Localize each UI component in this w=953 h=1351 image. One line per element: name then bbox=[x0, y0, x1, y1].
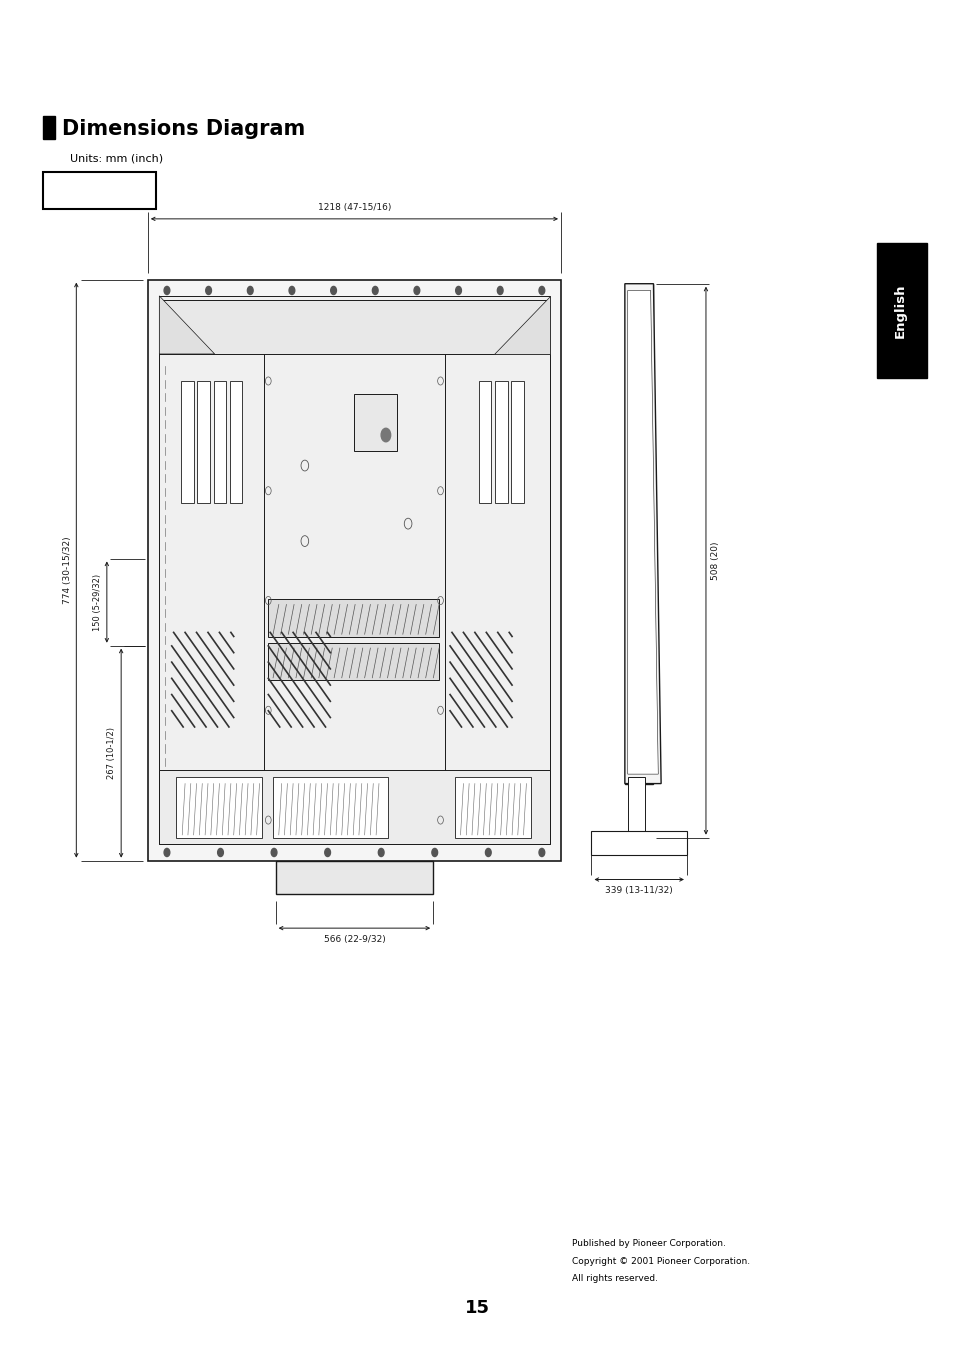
Circle shape bbox=[324, 848, 330, 857]
Text: 508 (20): 508 (20) bbox=[710, 542, 719, 580]
Bar bbox=[624, 284, 653, 784]
Bar bbox=[176, 777, 262, 838]
Circle shape bbox=[380, 428, 390, 442]
Circle shape bbox=[378, 848, 384, 857]
Text: 566 (22-9/32): 566 (22-9/32) bbox=[323, 935, 385, 944]
Circle shape bbox=[164, 286, 170, 295]
Circle shape bbox=[485, 848, 491, 857]
Circle shape bbox=[538, 848, 544, 857]
Bar bbox=[455, 777, 531, 838]
Bar bbox=[627, 300, 650, 770]
Bar bbox=[43, 172, 155, 209]
Text: 150 (5-29/32): 150 (5-29/32) bbox=[93, 574, 102, 631]
Bar bbox=[159, 770, 549, 844]
Text: 339 (13-11/32): 339 (13-11/32) bbox=[604, 886, 673, 896]
Bar bbox=[627, 777, 644, 838]
Bar bbox=[275, 861, 433, 894]
Circle shape bbox=[164, 848, 170, 857]
Bar bbox=[230, 381, 242, 503]
Bar bbox=[511, 381, 523, 503]
Text: Units: mm (inch): Units: mm (inch) bbox=[70, 154, 163, 163]
Circle shape bbox=[538, 286, 544, 295]
Text: 267 (10-1/2): 267 (10-1/2) bbox=[108, 727, 116, 780]
Text: Published by Pioneer Corporation.: Published by Pioneer Corporation. bbox=[572, 1239, 725, 1248]
Bar bbox=[268, 643, 438, 681]
Polygon shape bbox=[627, 290, 658, 774]
Circle shape bbox=[206, 286, 212, 295]
Bar bbox=[159, 300, 549, 354]
Circle shape bbox=[414, 286, 419, 295]
Circle shape bbox=[331, 286, 336, 295]
Bar bbox=[213, 381, 226, 503]
Bar bbox=[181, 381, 193, 503]
Text: Dimensions Diagram: Dimensions Diagram bbox=[62, 119, 305, 139]
Text: English: English bbox=[893, 284, 905, 338]
Polygon shape bbox=[494, 296, 549, 354]
Bar bbox=[197, 381, 210, 503]
Circle shape bbox=[247, 286, 253, 295]
Circle shape bbox=[217, 848, 223, 857]
Circle shape bbox=[497, 286, 502, 295]
Text: Normal use: Normal use bbox=[54, 184, 144, 197]
Circle shape bbox=[289, 286, 294, 295]
Bar bbox=[273, 777, 387, 838]
Text: All rights reserved.: All rights reserved. bbox=[572, 1274, 658, 1283]
Bar bbox=[148, 280, 560, 861]
Bar bbox=[591, 831, 686, 855]
Polygon shape bbox=[624, 284, 660, 784]
Bar bbox=[354, 394, 396, 451]
Circle shape bbox=[271, 848, 276, 857]
Text: 15: 15 bbox=[464, 1298, 489, 1317]
Circle shape bbox=[456, 286, 461, 295]
Text: Copyright © 2001 Pioneer Corporation.: Copyright © 2001 Pioneer Corporation. bbox=[572, 1256, 750, 1266]
Bar bbox=[268, 598, 438, 636]
Circle shape bbox=[372, 286, 377, 295]
Bar bbox=[876, 243, 926, 378]
Bar bbox=[495, 381, 507, 503]
Bar bbox=[159, 296, 549, 844]
Bar bbox=[478, 381, 491, 503]
Circle shape bbox=[432, 848, 437, 857]
Text: 1218 (47-15/16): 1218 (47-15/16) bbox=[317, 203, 391, 212]
Polygon shape bbox=[159, 296, 214, 354]
Text: 774 (30-15/32): 774 (30-15/32) bbox=[63, 536, 71, 604]
Bar bbox=[43, 116, 55, 139]
